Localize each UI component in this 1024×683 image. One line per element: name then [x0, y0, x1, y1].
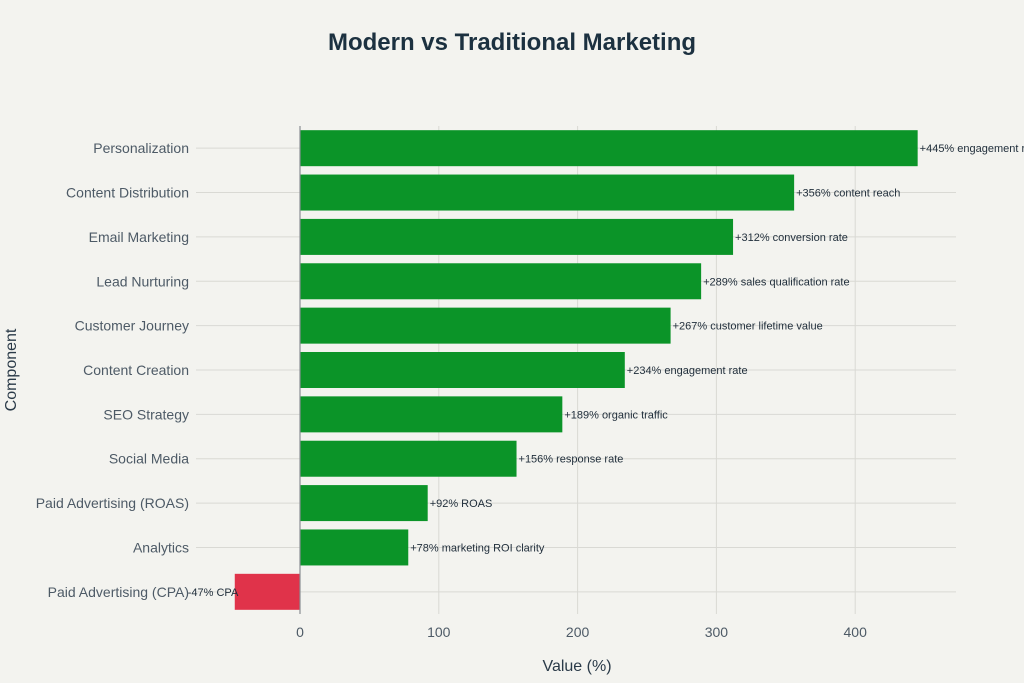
- bar: [300, 218, 734, 255]
- category-label: Customer Journey: [75, 318, 189, 334]
- category-label: Email Marketing: [89, 229, 189, 245]
- bar-value-label: +156% response rate: [519, 454, 624, 466]
- category-label: Social Media: [109, 451, 189, 467]
- bar-value-label: +312% conversion rate: [735, 232, 848, 244]
- category-label: Paid Advertising (ROAS): [36, 495, 189, 511]
- bar: [300, 352, 625, 388]
- category-label: Content Creation: [83, 362, 189, 378]
- bar-value-label: +445% engagement rate: [920, 143, 1024, 155]
- labels: 0 100 200 300 400 Personalization +445% engage…: [36, 140, 1024, 640]
- bar-value-label: +189% organic traffic: [564, 409, 668, 421]
- chart-title: Modern vs Traditional Marketing: [328, 29, 696, 56]
- bar-value-label: +356% content reach: [796, 188, 900, 200]
- x-tick-label: 0: [296, 624, 304, 640]
- x-tick-label: 400: [844, 624, 868, 640]
- category-label: Analytics: [133, 539, 189, 555]
- bar: [300, 130, 918, 167]
- bar-value-label: +92% ROAS: [430, 498, 493, 510]
- x-axis-title: Value (%): [542, 658, 611, 675]
- bar: [300, 396, 563, 433]
- category-label: Personalization: [93, 140, 189, 156]
- bar: [300, 529, 409, 566]
- bar: [300, 307, 671, 344]
- bar: [300, 485, 428, 522]
- bar-value-label: -47% CPA: [188, 587, 239, 599]
- category-label: Content Distribution: [66, 185, 189, 201]
- bar-value-label: +234% engagement rate: [627, 365, 748, 377]
- bar: [300, 263, 702, 300]
- y-axis-title: Component: [3, 328, 20, 411]
- category-label: Paid Advertising (CPA): [48, 584, 189, 600]
- category-label: Lead Nurturing: [96, 273, 189, 289]
- bar-value-label: +289% sales qualification rate: [703, 276, 849, 288]
- bar: [234, 573, 300, 610]
- category-label: SEO Strategy: [103, 406, 189, 422]
- x-tick-label: 200: [566, 624, 590, 640]
- bar-value-label: +78% marketing ROI clarity: [410, 542, 545, 554]
- bar-value-label: +267% customer lifetime value: [673, 321, 823, 333]
- bars: [234, 126, 918, 614]
- x-tick-label: 100: [427, 624, 451, 640]
- x-tick-label: 300: [705, 624, 729, 640]
- bar: [300, 440, 517, 477]
- bar: [300, 174, 795, 211]
